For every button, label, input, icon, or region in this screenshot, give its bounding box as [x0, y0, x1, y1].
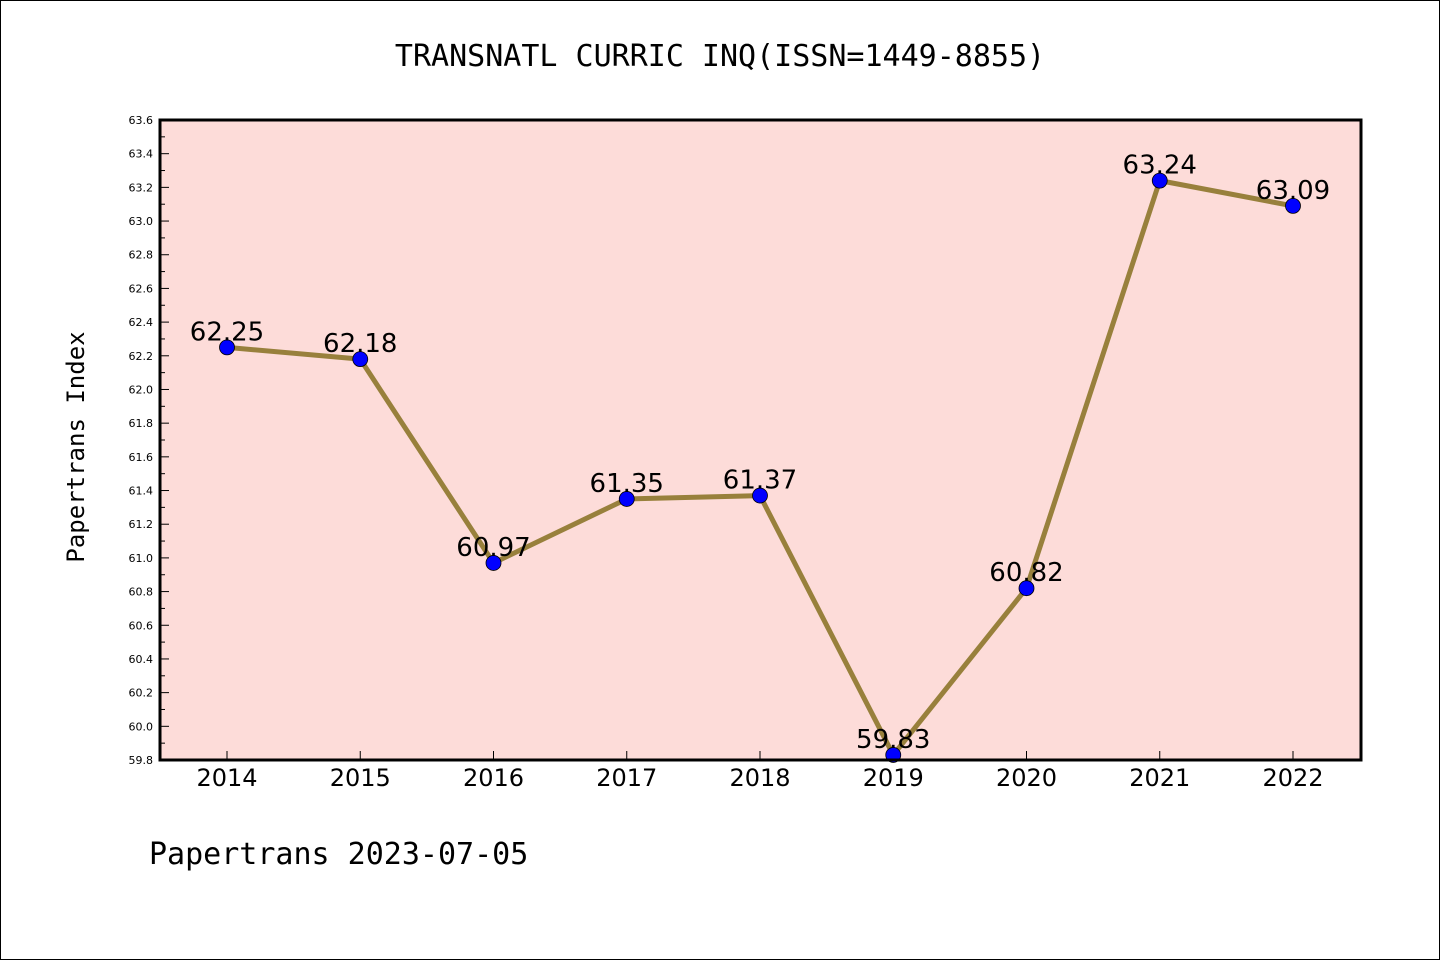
axis-ticks: 59.8 60.0 60.2 60.4 60.6 60.8 61.0 61.2 61.4 61.6…	[129, 114, 1324, 792]
y-tick-label: 60.4	[129, 653, 154, 666]
x-tick-label: 2020	[996, 764, 1057, 792]
y-tick-label: 60.2	[129, 687, 154, 700]
y-axis-label: Papertrans Index	[62, 331, 90, 562]
y-tick-label: 63.2	[129, 181, 154, 194]
chart-title: TRANSNATL CURRIC INQ(ISSN=1449-8855)	[395, 39, 1045, 74]
data-point-marker	[1018, 580, 1035, 597]
y-tick-label: 59.8	[129, 754, 154, 767]
data-point-marker	[618, 491, 635, 507]
y-tick-label: 63.4	[129, 148, 154, 161]
data-point-marker	[352, 351, 369, 368]
y-tick-label: 61.6	[129, 451, 154, 464]
x-tick-label: 2017	[596, 764, 657, 792]
data-point-marker	[1285, 197, 1301, 214]
data-point-marker	[752, 487, 768, 504]
series-layer: 62.25 62.18 60.97 61.35 61.37 59.83 60.82 63.24…	[190, 151, 1330, 763]
y-tick-label: 61.4	[129, 485, 154, 498]
footer-text: Papertrans 2023-07-05	[149, 837, 528, 872]
data-point-label: 59.83	[856, 725, 930, 755]
data-point-label: 62.18	[323, 329, 397, 359]
y-tick-label: 62.4	[129, 316, 154, 329]
y-tick-label: 62.0	[129, 383, 154, 396]
y-tick-label: 63.0	[129, 215, 154, 228]
y-tick-label: 60.8	[129, 586, 154, 599]
data-point-label: 63.09	[1256, 176, 1330, 206]
data-point-marker	[219, 339, 235, 356]
x-tick-label: 2014	[196, 764, 257, 792]
x-tick-label: 2022	[1262, 764, 1323, 792]
data-point-marker	[485, 555, 502, 571]
x-tick-label: 2015	[330, 764, 391, 792]
data-point-label: 60.82	[989, 558, 1063, 588]
data-point-marker	[1151, 172, 1168, 189]
data-point-label: 62.25	[190, 317, 264, 347]
x-tick-label: 2019	[863, 764, 924, 792]
data-point-label: 61.37	[723, 466, 797, 496]
y-tick-label: 60.6	[129, 619, 154, 632]
data-point-label: 61.35	[590, 469, 664, 499]
plot-area	[160, 120, 1361, 760]
x-tick-label: 2018	[729, 764, 790, 792]
y-tick-label: 60.0	[129, 720, 154, 733]
y-tick-label: 63.6	[129, 114, 154, 127]
y-tick-label: 62.2	[129, 350, 154, 363]
y-tick-label: 62.6	[129, 282, 154, 295]
y-tick-label: 61.0	[129, 552, 154, 565]
plot-border	[158, 118, 1363, 762]
x-tick-label: 2016	[463, 764, 524, 792]
y-tick-label: 61.8	[129, 417, 154, 430]
data-point-label: 63.24	[1123, 151, 1197, 181]
y-tick-label: 62.8	[129, 249, 154, 262]
y-tick-label: 61.2	[129, 518, 154, 531]
x-tick-label: 2021	[1129, 764, 1190, 792]
data-point-label: 60.97	[456, 533, 530, 563]
